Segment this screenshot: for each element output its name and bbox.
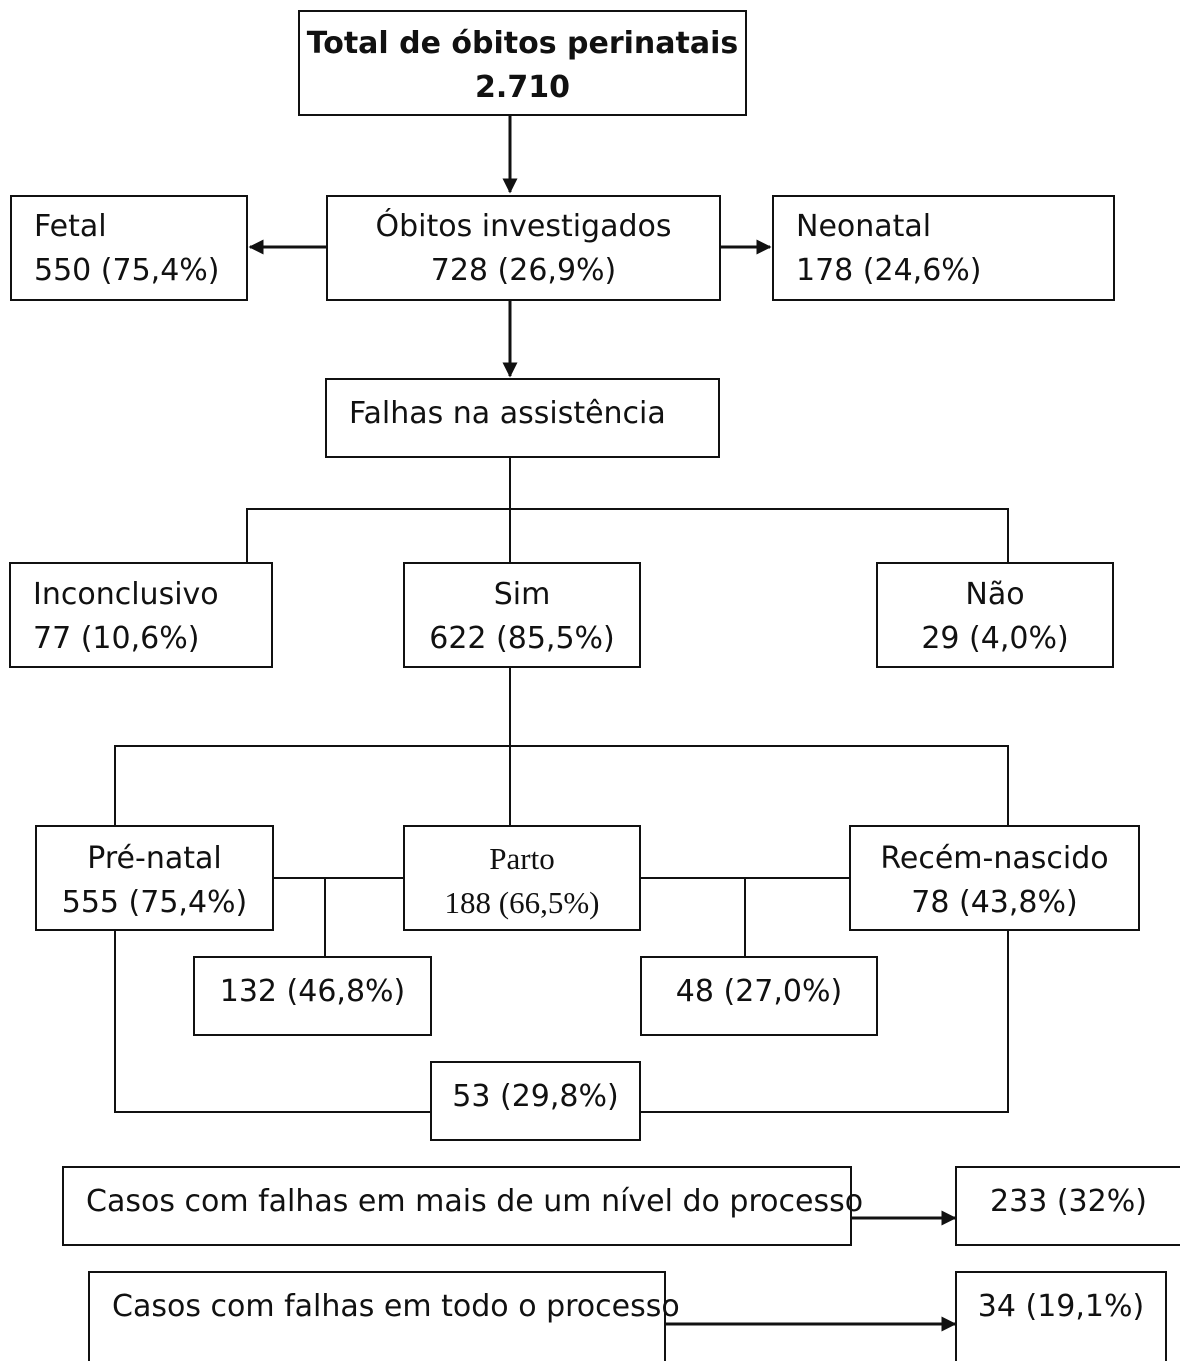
birth-newborn-value: 48 (27,0%) — [675, 974, 843, 1009]
neonatal-value: 178 (24,6%) — [796, 253, 982, 288]
yes-box: Sim 622 (85,5%) — [403, 562, 641, 668]
whole-process-box: Casos com falhas em todo o processo — [88, 1271, 680, 1361]
birth-newborn-box: 48 (27,0%) — [640, 956, 878, 1036]
prenatal-newborn-value: 53 (29,8%) — [452, 1079, 619, 1114]
no-label: Não — [965, 577, 1025, 612]
fetal-value: 550 (75,4%) — [34, 253, 220, 288]
total-deaths-value: 2.710 — [475, 70, 570, 105]
multi-level-value: 233 (32%) — [990, 1184, 1147, 1219]
connector-newborn-prenatal — [640, 930, 1009, 1113]
multi-level-value-box: 233 (32%) — [955, 1166, 1180, 1246]
yes-label: Sim — [493, 577, 551, 612]
inconclusive-label: Inconclusivo — [33, 577, 219, 612]
inconclusive-box: Inconclusivo 77 (10,6%) — [9, 562, 273, 668]
prenatal-box: Pré-natal 555 (75,4%) — [35, 825, 274, 931]
neonatal-box: Neonatal 178 (24,6%) — [772, 195, 1115, 301]
connector-yes-split — [114, 745, 1009, 826]
total-deaths-box: Total de óbitos perinatais 2.710 — [298, 10, 747, 116]
inconclusive-value: 77 (10,6%) — [33, 621, 200, 656]
connector-failures-split — [246, 508, 1009, 563]
whole-process-label: Casos com falhas em todo o processo — [112, 1289, 680, 1324]
investigated-label: Óbitos investigados — [375, 209, 672, 244]
investigated-box: Óbitos investigados 728 (26,9%) — [326, 195, 721, 301]
multi-level-box: Casos com falhas em mais de um nível do … — [62, 1166, 864, 1246]
multi-level-label: Casos com falhas em mais de um nível do … — [86, 1184, 864, 1219]
whole-process-value: 34 (19,1%) — [977, 1289, 1145, 1324]
no-box: Não 29 (4,0%) — [876, 562, 1114, 668]
newborn-value: 78 (43,8%) — [911, 885, 1078, 920]
newborn-label: Recém-nascido — [880, 841, 1109, 876]
yes-value: 622 (85,5%) — [429, 621, 615, 656]
prenatal-label: Pré-natal — [87, 841, 222, 876]
investigated-value: 728 (26,9%) — [430, 253, 617, 288]
connector-prenatal-newborn — [114, 930, 431, 1113]
care-failures-box: Falhas na assistência — [325, 378, 720, 458]
whole-process-value-box: 34 (19,1%) — [955, 1271, 1167, 1361]
no-value: 29 (4,0%) — [921, 621, 1069, 656]
fetal-box: Fetal 550 (75,4%) — [10, 195, 248, 301]
prenatal-birth-box: 132 (46,8%) — [193, 956, 432, 1036]
prenatal-birth-value: 132 (46,8%) — [219, 974, 406, 1009]
care-failures-label: Falhas na assistência — [349, 396, 666, 431]
prenatal-newborn-box: 53 (29,8%) — [430, 1061, 641, 1141]
fetal-label: Fetal — [34, 209, 107, 244]
birth-box: Parto 188 (66,5%) — [403, 825, 641, 931]
prenatal-value: 555 (75,4%) — [61, 885, 248, 920]
newborn-box: Recém-nascido 78 (43,8%) — [849, 825, 1140, 931]
birth-value: 188 (66,5%) — [444, 885, 600, 920]
neonatal-label: Neonatal — [796, 209, 932, 244]
total-deaths-label: Total de óbitos perinatais — [306, 26, 739, 61]
birth-label: Parto — [489, 841, 555, 876]
